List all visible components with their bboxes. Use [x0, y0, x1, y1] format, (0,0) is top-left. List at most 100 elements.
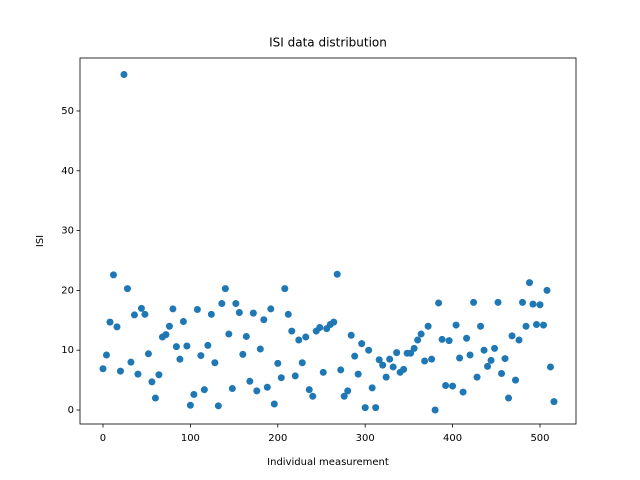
point: [193, 306, 201, 314]
chart-title: ISI data distribution: [269, 36, 387, 50]
point: [106, 318, 114, 326]
y-tick-label: 10: [61, 345, 74, 356]
point: [351, 352, 359, 360]
point: [211, 359, 219, 367]
point: [113, 323, 121, 331]
point: [414, 336, 422, 344]
point: [288, 327, 296, 335]
point: [267, 305, 275, 313]
point: [344, 387, 352, 395]
point: [508, 332, 516, 340]
point: [442, 381, 450, 389]
point: [144, 350, 152, 358]
x-tick-label: 400: [443, 433, 462, 444]
point: [421, 357, 429, 365]
point: [379, 361, 387, 369]
point: [260, 316, 268, 324]
point: [116, 367, 124, 375]
point: [179, 317, 187, 325]
point: [204, 341, 212, 349]
point: [400, 365, 408, 373]
point: [186, 401, 194, 409]
point: [333, 270, 341, 278]
point: [347, 331, 355, 339]
point: [284, 310, 292, 318]
point: [281, 285, 289, 293]
point: [501, 355, 509, 363]
point: [354, 370, 362, 378]
point: [428, 355, 436, 363]
y-tick-label: 20: [61, 285, 74, 296]
point: [435, 299, 443, 307]
point: [200, 386, 208, 394]
point: [172, 343, 180, 351]
point: [162, 331, 170, 339]
point: [120, 71, 128, 79]
point: [218, 300, 226, 308]
point: [410, 344, 418, 352]
point: [536, 301, 544, 309]
point: [466, 351, 474, 359]
point: [515, 336, 523, 344]
point: [228, 384, 236, 392]
point: [498, 370, 506, 378]
point: [270, 400, 278, 408]
point: [340, 392, 348, 400]
point: [456, 354, 464, 362]
point: [532, 320, 540, 328]
point: [470, 298, 478, 306]
point: [386, 355, 394, 363]
point: [417, 330, 425, 338]
x-tick-label: 300: [356, 433, 375, 444]
point: [438, 335, 446, 343]
point: [459, 388, 467, 396]
point: [99, 365, 107, 373]
point: [316, 323, 324, 331]
point: [148, 378, 156, 386]
point: [214, 402, 222, 410]
x-tick-label: 500: [530, 433, 549, 444]
y-tick-label: 30: [61, 226, 74, 237]
point: [127, 358, 135, 366]
point: [526, 279, 534, 287]
point: [141, 310, 149, 318]
x-tick-label: 100: [181, 433, 200, 444]
point: [487, 356, 495, 364]
point: [239, 350, 247, 358]
point: [291, 372, 299, 380]
axes-frame: [79, 57, 577, 425]
y-tick-label: 0: [68, 405, 74, 416]
point: [295, 336, 303, 344]
point: [256, 345, 264, 353]
point: [151, 394, 159, 402]
point: [330, 318, 338, 326]
point: [183, 342, 191, 350]
point: [207, 310, 215, 318]
point: [550, 398, 558, 406]
point: [232, 300, 240, 308]
point: [130, 311, 138, 319]
point: [382, 373, 390, 381]
point: [480, 346, 488, 354]
point: [365, 346, 373, 354]
x-tick-label: 0: [100, 433, 106, 444]
point: [424, 322, 432, 330]
point: [358, 340, 366, 348]
x-tick-label: 200: [268, 433, 287, 444]
point: [165, 322, 173, 330]
point: [361, 404, 369, 412]
point: [372, 404, 380, 412]
point: [539, 321, 547, 329]
point: [368, 384, 376, 392]
point: [109, 271, 117, 279]
point: [505, 394, 513, 402]
point: [309, 392, 317, 400]
point: [393, 349, 401, 357]
point: [134, 370, 142, 378]
point: [246, 377, 254, 385]
point: [375, 356, 383, 364]
point: [473, 373, 481, 381]
point: [298, 359, 306, 367]
point: [519, 298, 527, 306]
